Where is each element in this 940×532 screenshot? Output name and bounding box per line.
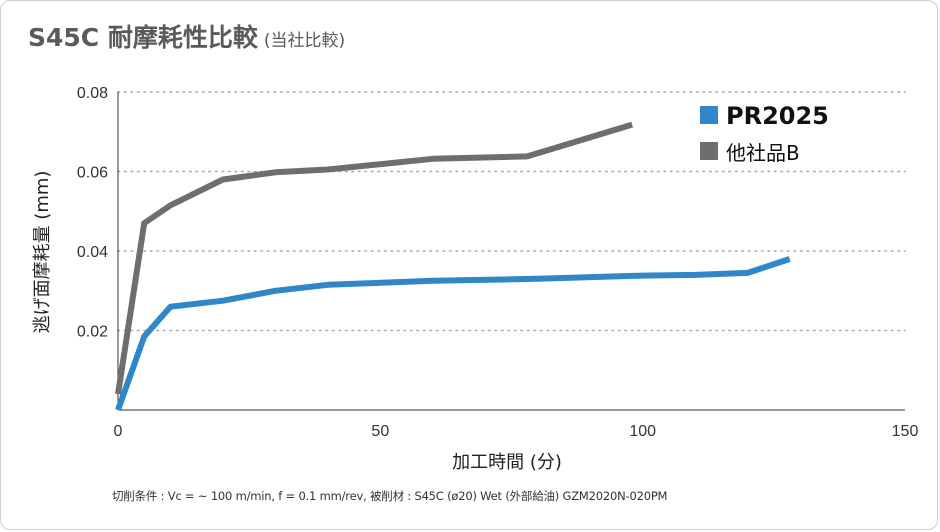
y-tick-label: 0.02 xyxy=(77,324,108,341)
chart-title: S45C 耐摩耗性比較 (当社比較) xyxy=(28,18,345,54)
chart-title-sub: (当社比較) xyxy=(263,31,346,51)
legend-swatch xyxy=(700,106,718,124)
series-line xyxy=(115,256,791,412)
x-tick-label: 50 xyxy=(371,423,389,440)
x-axis-label: 加工時間 (分) xyxy=(452,452,562,473)
x-tick-labels: 0 50 100 150 xyxy=(114,423,919,440)
grid-lines xyxy=(117,91,906,332)
legend-label: PR2025 xyxy=(726,102,829,130)
series-line xyxy=(115,121,634,395)
y-tick-label: 0.08 xyxy=(77,85,108,102)
y-axis-label: 逃げ面摩耗量 (mm) xyxy=(32,171,53,334)
legend-label: 他社品B xyxy=(726,141,800,165)
legend-swatch xyxy=(700,142,718,160)
chart-title-main: S45C 耐摩耗性比較 xyxy=(28,23,258,52)
series-lines xyxy=(115,121,791,412)
y-tick-label: 0.06 xyxy=(77,165,108,182)
x-tick-label: 150 xyxy=(892,423,919,440)
y-tick-labels: 0.02 0.04 0.06 0.08 xyxy=(77,85,108,341)
x-tick-label: 0 xyxy=(114,423,123,440)
legend: PR2025 他社品B xyxy=(700,102,829,165)
cutting-conditions-note: 切削条件 : Vc = ~ 100 m/min, f = 0.1 mm/rev,… xyxy=(112,489,668,503)
x-tick-label: 100 xyxy=(629,423,656,440)
y-tick-label: 0.04 xyxy=(77,244,108,261)
